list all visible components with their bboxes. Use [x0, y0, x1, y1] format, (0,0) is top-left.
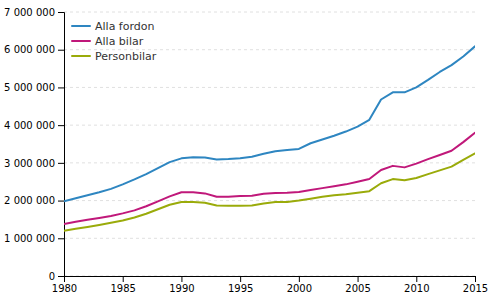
tick-label: 2010 [404, 283, 429, 294]
legend-label: Alla bilar [95, 35, 144, 48]
tick-label: 6 000 000 [4, 44, 55, 55]
tick-label: 5 000 000 [4, 82, 55, 93]
tick-label: 1985 [110, 283, 135, 294]
legend-swatch [72, 25, 90, 27]
lines [64, 46, 475, 230]
tick-mark [58, 238, 64, 239]
tick: 1990 [169, 276, 194, 294]
tick-mark [58, 276, 64, 277]
tick-label: 2015 [463, 283, 488, 294]
plot: 1980 1985 1990 1995 2000 2005 2010 2015 0 1 000 0… [4, 7, 488, 294]
tick-mark [58, 12, 64, 13]
grid-line [64, 200, 475, 201]
tick: 1985 [110, 276, 135, 294]
tick-mark [358, 276, 359, 282]
tick-label: 0 [49, 271, 55, 282]
legend-label: Alla fordon [95, 20, 155, 33]
tick: 2000 [287, 276, 312, 294]
tick-label: 4 000 000 [4, 120, 55, 131]
chart: 1980 1985 1990 1995 2000 2005 2010 2015 0 1 000 0… [0, 0, 491, 302]
tick: 2015 [463, 276, 488, 294]
y-axis: 0 1 000 000 2 000 000 3 000 000 4 000 000 5 0… [4, 7, 64, 282]
tick-label: 3 000 000 [4, 158, 55, 169]
tick-mark [123, 276, 124, 282]
axis-line [58, 13, 65, 277]
axis-line [65, 277, 476, 283]
grid-line [64, 125, 475, 126]
tick-mark [416, 276, 417, 282]
tick: 2 000 000 [4, 195, 64, 206]
grid-line [64, 162, 475, 163]
tick-mark [58, 50, 64, 51]
grid-line [64, 12, 475, 13]
tick-mark [58, 87, 64, 88]
tick-mark [58, 125, 64, 126]
legend-item: Alla bilar [72, 35, 144, 48]
tick-label: 2 000 000 [4, 195, 55, 206]
tick-mark [181, 276, 182, 282]
tick-label: 1980 [52, 283, 77, 294]
tick: 4 000 000 [4, 120, 64, 131]
tick-mark [240, 276, 241, 282]
tick-label: 7 000 000 [4, 7, 55, 18]
legend-label: Personbilar [95, 50, 157, 63]
tick: 2005 [345, 276, 370, 294]
tick-mark [475, 276, 476, 282]
tick-label: 1 000 000 [4, 233, 55, 244]
grid-line [64, 238, 475, 239]
tick-mark [58, 201, 64, 202]
x-axis: 1980 1985 1990 1995 2000 2005 2010 2015 [52, 276, 488, 294]
tick: 1980 [52, 276, 77, 294]
tick-mark [58, 163, 64, 164]
tick-label: 1990 [169, 283, 194, 294]
tick-label: 2005 [345, 283, 370, 294]
tick-mark [299, 276, 300, 282]
legend-swatch [72, 55, 90, 57]
grid [64, 12, 475, 276]
tick: 6 000 000 [4, 44, 64, 55]
tick-label: 2000 [287, 283, 312, 294]
series-line [64, 153, 475, 230]
tick: 5 000 000 [4, 82, 64, 93]
tick: 0 [49, 271, 64, 282]
tick: 7 000 000 [4, 7, 64, 18]
tick: 1 000 000 [4, 233, 64, 244]
tick: 1995 [228, 276, 253, 294]
tick-label: 1995 [228, 283, 253, 294]
legend-item: Personbilar [72, 50, 157, 63]
tick: 3 000 000 [4, 158, 64, 169]
legend: Alla fordon Alla bilar Personbilar [72, 20, 157, 63]
legend-item: Alla fordon [72, 20, 155, 33]
tick: 2010 [404, 276, 429, 294]
legend-swatch [72, 40, 90, 42]
